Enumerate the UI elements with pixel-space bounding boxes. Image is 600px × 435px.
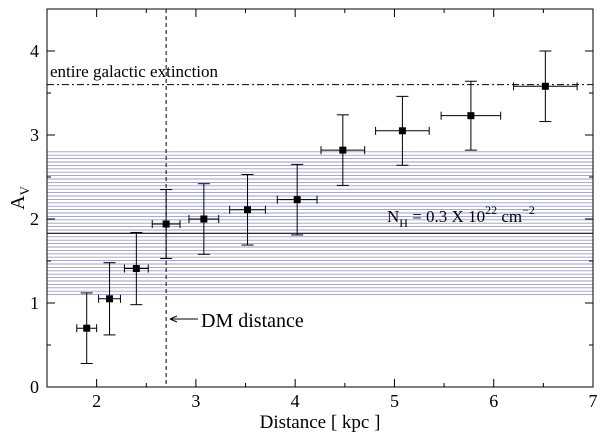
data-point <box>320 114 366 186</box>
x-tick-label: 2 <box>92 391 101 411</box>
point-marker <box>244 206 252 214</box>
point-marker <box>293 196 301 204</box>
x-tick-label: 7 <box>589 391 598 411</box>
point-marker <box>132 265 140 273</box>
data-point <box>188 183 220 255</box>
nh-label-mid: = 0.3 X 10 <box>408 207 485 226</box>
y-tick-label: 4 <box>30 41 39 61</box>
data-point <box>98 262 121 336</box>
dm-distance-label: DM distance <box>201 310 304 332</box>
x-tick-label: 4 <box>291 391 300 411</box>
nh-label-exponent: 22 <box>485 203 497 217</box>
data-point <box>513 50 578 123</box>
dm-distance-arrowhead <box>169 315 178 323</box>
y-axis-label: AV <box>7 185 32 209</box>
nh-label-unit-exponent: −2 <box>522 203 535 217</box>
axis-ticks: 2 3 4 5 6 7 0 1 2 3 4 <box>30 8 598 411</box>
point-marker <box>200 215 208 223</box>
nh-label-main: N <box>387 207 399 226</box>
point-marker <box>398 127 406 135</box>
dm-distance-annotation: DM distance <box>169 310 304 332</box>
data-point <box>229 173 266 246</box>
y-tick-label: 1 <box>30 293 39 313</box>
data-point <box>440 80 502 151</box>
data-point <box>76 292 98 364</box>
x-tick-label: 5 <box>390 391 399 411</box>
point-marker <box>106 295 114 303</box>
y-tick-label: 0 <box>30 377 39 397</box>
point-marker <box>162 220 170 228</box>
y-tick-label: 2 <box>30 209 39 229</box>
point-marker <box>541 82 549 90</box>
point-marker <box>339 146 347 154</box>
data-point <box>375 95 430 166</box>
nh-label-unit: cm <box>497 207 522 226</box>
galactic-extinction-label: entire galactic extinction <box>50 62 219 81</box>
plot-frame <box>46 8 594 388</box>
y-axis-label-main: A <box>7 195 29 210</box>
x-axis-label: Distance [ kpc ] <box>260 412 381 433</box>
x-tick-label: 6 <box>489 391 498 411</box>
x-tick-label: 3 <box>191 391 200 411</box>
y-tick-label: 3 <box>30 125 39 145</box>
point-marker <box>83 324 91 332</box>
y-axis-label-sub: V <box>17 185 32 195</box>
data-point <box>151 189 181 259</box>
point-marker <box>467 112 475 120</box>
nh-label-sub: H <box>399 216 408 230</box>
data-point <box>123 231 149 306</box>
data-point <box>276 163 318 236</box>
nh-label: NH = 0.3 X 1022 cm−2 <box>387 203 535 230</box>
data-points <box>76 50 578 364</box>
